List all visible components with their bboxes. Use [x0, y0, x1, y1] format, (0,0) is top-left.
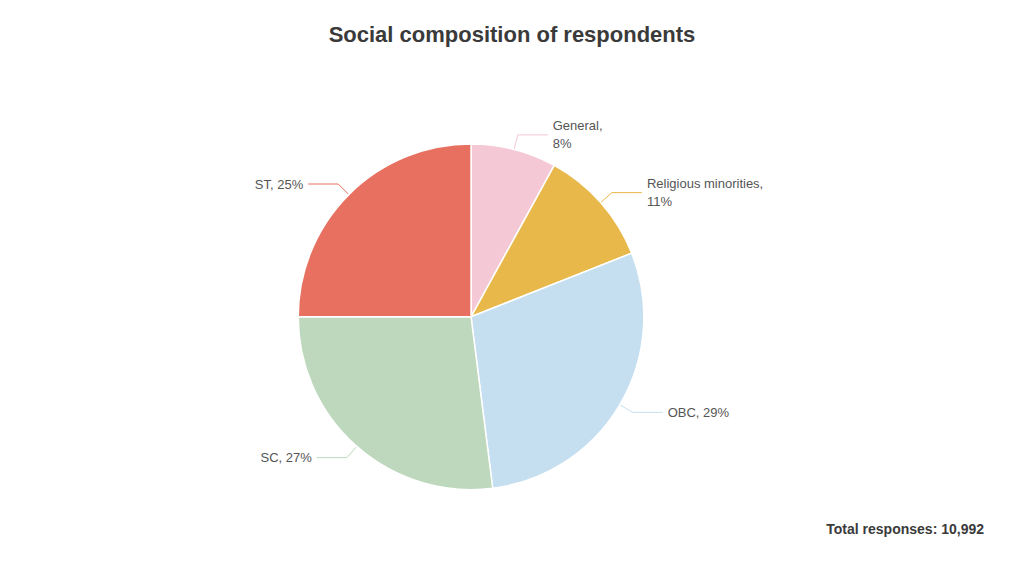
svg-text:11%: 11%: [647, 194, 672, 209]
svg-text:OBC, 29%: OBC, 29%: [668, 405, 730, 420]
svg-text:SC, 27%: SC, 27%: [261, 450, 313, 465]
svg-text:ST, 25%: ST, 25%: [255, 177, 304, 192]
svg-text:Religious minorities,: Religious minorities,: [647, 176, 763, 191]
svg-text:Total responses: 10,992: Total responses: 10,992: [826, 521, 984, 537]
svg-text:8%: 8%: [553, 136, 572, 151]
svg-text:Social composition of responde: Social composition of respondents: [329, 22, 696, 47]
svg-text:General,: General,: [553, 118, 603, 133]
